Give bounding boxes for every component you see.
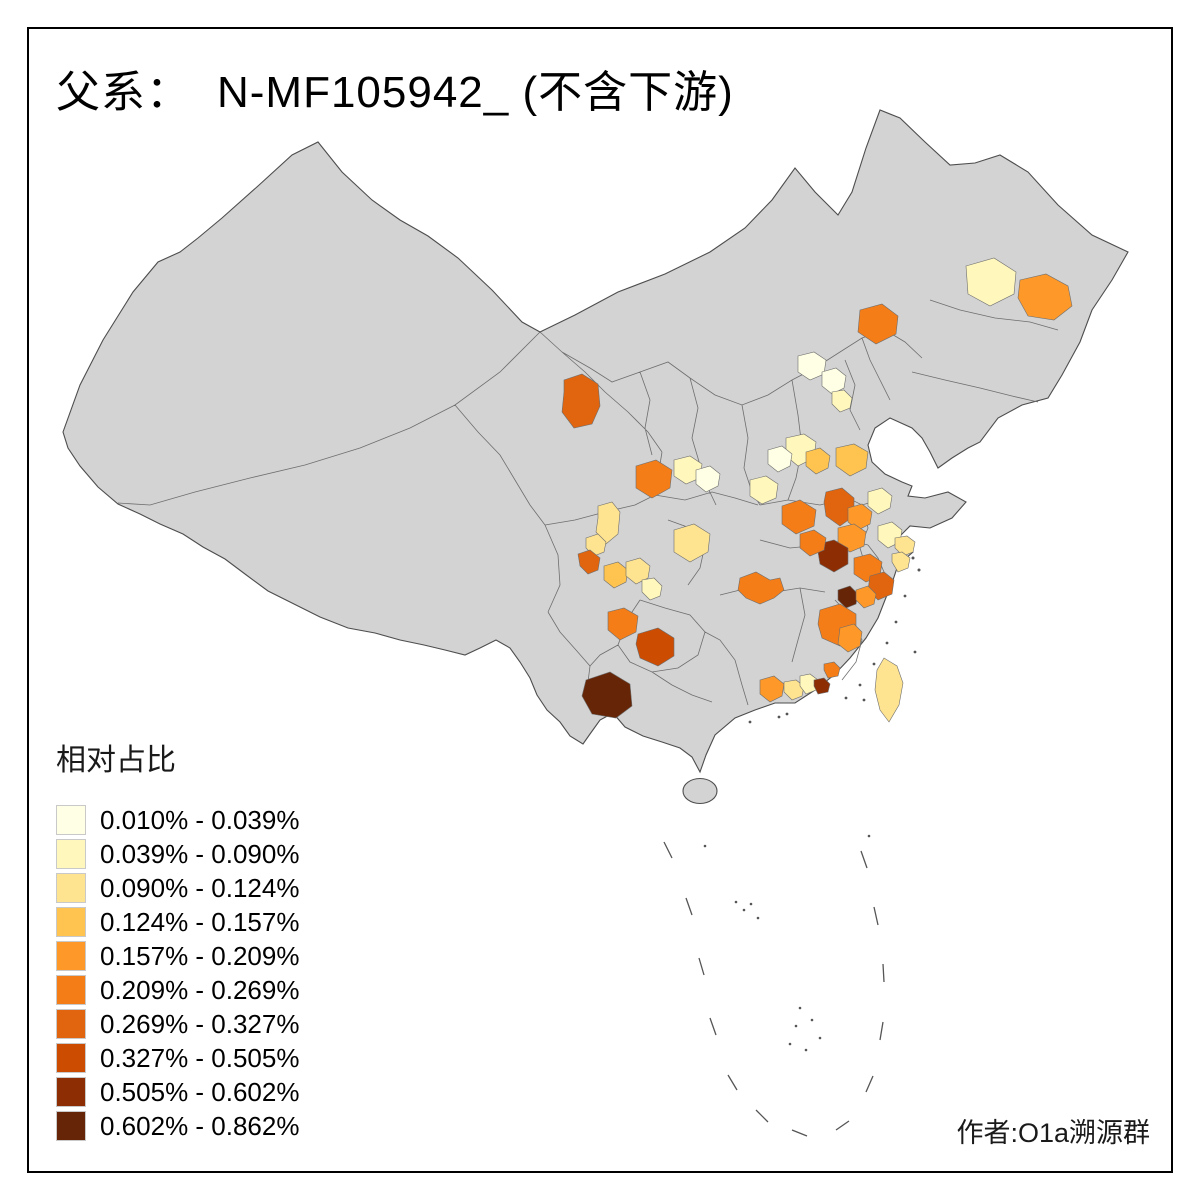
map-region: [595, 501, 621, 545]
map-region: [695, 465, 721, 493]
map-region: [673, 523, 711, 563]
map-region: [867, 487, 893, 515]
legend-label: 0.327% - 0.505%: [100, 1042, 300, 1073]
taiwan-island: [874, 657, 904, 723]
legend-item: 0.602% - 0.862%: [56, 1109, 299, 1143]
map-region: [625, 557, 651, 585]
map-region: [821, 367, 847, 395]
legend-item: 0.327% - 0.505%: [56, 1041, 299, 1075]
map-region: [581, 671, 633, 719]
map-region: [894, 535, 916, 557]
map-region: [855, 585, 877, 609]
map-region: [603, 561, 629, 589]
legend-item: 0.209% - 0.269%: [56, 973, 299, 1007]
map-region: [781, 499, 817, 535]
colored-regions: [561, 257, 1073, 719]
map-region: [823, 487, 855, 527]
legend-swatch: [56, 873, 86, 903]
map-region: [635, 627, 675, 667]
legend-item: 0.157% - 0.209%: [56, 939, 299, 973]
legend-swatch: [56, 907, 86, 937]
legend-swatch: [56, 839, 86, 869]
legend-label: 0.602% - 0.862%: [100, 1110, 300, 1141]
legend-swatch: [56, 941, 86, 971]
coastal-islets: [748, 556, 921, 724]
map-region: [835, 443, 869, 477]
map-region: [577, 549, 601, 575]
legend-swatch: [56, 1077, 86, 1107]
legend-label: 0.209% - 0.269%: [100, 974, 300, 1005]
map-region: [759, 675, 785, 703]
legend-label: 0.124% - 0.157%: [100, 906, 300, 937]
map-region: [799, 529, 827, 557]
legend-item: 0.124% - 0.157%: [56, 905, 299, 939]
map-region: [783, 679, 805, 701]
nine-dash-line: [663, 841, 885, 1137]
legend-label: 0.505% - 0.602%: [100, 1076, 300, 1107]
hainan-island: [682, 777, 718, 805]
legend-swatch: [56, 975, 86, 1005]
legend-label: 0.090% - 0.124%: [100, 872, 300, 903]
map-region: [749, 475, 779, 505]
legend-swatch: [56, 1009, 86, 1039]
map-region: [805, 447, 831, 475]
mainland-outline: [62, 109, 1129, 774]
legend: 相对占比 0.010% - 0.039% 0.039% - 0.090% 0.0…: [56, 735, 299, 1143]
map-region: [813, 677, 831, 695]
legend-item: 0.039% - 0.090%: [56, 837, 299, 871]
map-region: [607, 607, 639, 641]
map-region: [823, 661, 841, 679]
legend-swatch: [56, 1111, 86, 1141]
legend-item: 0.010% - 0.039%: [56, 803, 299, 837]
map-region: [561, 373, 601, 429]
author-credit: 作者:O1a溯源群: [956, 1118, 1150, 1148]
legend-label: 0.039% - 0.090%: [100, 838, 300, 869]
map-region: [737, 571, 785, 605]
map-region: [635, 459, 673, 499]
map-region: [831, 389, 853, 413]
map-region: [837, 585, 859, 609]
map-region: [857, 303, 899, 345]
legend-title: 相对占比: [56, 744, 176, 777]
map-region: [767, 445, 793, 473]
plot-title: 父系： N-MF105942_ (不含下游): [56, 56, 734, 120]
map-region: [1017, 273, 1073, 321]
map-region: [641, 577, 663, 601]
legend-label: 0.269% - 0.327%: [100, 1008, 300, 1039]
sea-islets: [703, 834, 871, 1052]
legend-item: 0.505% - 0.602%: [56, 1075, 299, 1109]
map-region: [965, 257, 1017, 307]
legend-swatch: [56, 1043, 86, 1073]
map-region: [817, 539, 849, 573]
map-region: [847, 503, 873, 531]
title-prefix: 父系：: [56, 68, 191, 117]
legend-label: 0.157% - 0.209%: [100, 940, 300, 971]
map-region: [837, 623, 863, 653]
legend-item: 0.269% - 0.327%: [56, 1007, 299, 1041]
legend-label: 0.010% - 0.039%: [100, 804, 300, 835]
title-main: N-MF105942_ (不含下游): [217, 68, 734, 117]
legend-item: 0.090% - 0.124%: [56, 871, 299, 905]
legend-swatch: [56, 805, 86, 835]
map-region: [891, 551, 911, 573]
legend-rows: 0.010% - 0.039% 0.039% - 0.090% 0.090% -…: [56, 803, 299, 1143]
